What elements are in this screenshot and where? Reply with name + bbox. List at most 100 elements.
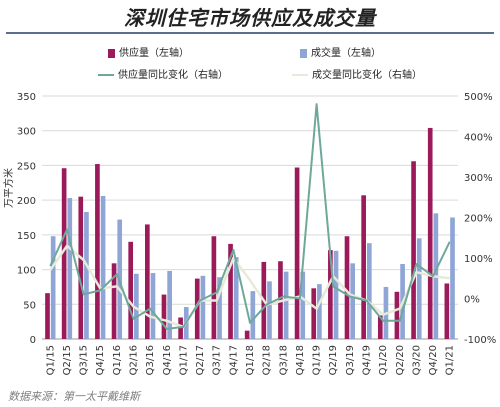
x-tick-label: Q4/19 [361, 345, 372, 375]
supply-bar [161, 294, 167, 339]
x-tick-label: Q1/21 [445, 345, 456, 375]
x-tick-label: Q3/15 [79, 345, 90, 375]
deal-bar [200, 275, 206, 339]
x-tick-label: Q1/19 [312, 345, 323, 375]
deal-bar [217, 277, 222, 339]
deal-bar [333, 250, 339, 339]
supply-bar [228, 243, 233, 339]
supply-bar [344, 236, 350, 339]
x-tick-label: Q1/17 [178, 345, 189, 375]
x-tick-label: Q4/16 [162, 345, 173, 375]
supply-bar [328, 250, 333, 339]
data-source-note: 数据来源：第一太平戴维斯 [8, 390, 140, 403]
x-tick-label: Q3/18 [278, 345, 289, 375]
x-tick-label: Q3/20 [411, 345, 422, 375]
legend-supply-line-swatch [98, 74, 114, 76]
supply-bar [377, 315, 383, 339]
deal-bar [84, 211, 89, 339]
deal-yoy-line [49, 244, 450, 329]
deal-bar [150, 273, 156, 339]
legend-supply-bar: 供应量（左轴） [108, 44, 189, 59]
supply-bar [128, 241, 134, 339]
supply-bar [444, 283, 450, 339]
x-tick-label: Q2/20 [395, 345, 406, 375]
supply-bar [95, 164, 100, 339]
supply-bar [427, 127, 433, 340]
deal-bar [167, 270, 172, 339]
x-tick-label: Q4/20 [428, 345, 439, 375]
x-tick-label: Q2/16 [129, 345, 140, 375]
deal-bar [450, 217, 455, 339]
y-axis-label: 万平方米 [2, 168, 15, 208]
x-tick-label: Q2/17 [195, 345, 206, 375]
x-tick-label: Q1/20 [378, 345, 389, 375]
supply-bar [244, 330, 250, 339]
y-tick-label: 0 [30, 335, 36, 346]
supply-bar [361, 195, 366, 339]
y-tick-label: 300 [17, 127, 36, 138]
deal-bar [100, 195, 106, 339]
supply-bar [211, 236, 217, 339]
x-tick-label: Q2/15 [62, 345, 73, 375]
supply-bar [111, 263, 117, 339]
legend-supply-bar-label: 供应量（左轴） [119, 48, 189, 59]
y-tick-label: 150 [17, 231, 36, 242]
supply-bar [145, 224, 150, 339]
deal-bar [366, 243, 372, 339]
deal-bar [67, 198, 73, 339]
supply-bar [61, 168, 67, 339]
deal-bar [416, 238, 422, 339]
legend-deal-line: 成交量同比变化（右轴） [292, 66, 422, 81]
deal-bar [250, 291, 256, 339]
legend-deal-bar-label: 成交量（左轴） [311, 48, 381, 59]
supply-yoy-line [49, 103, 451, 330]
supply-bar [45, 293, 50, 339]
y2-tick-label: 200% [464, 214, 493, 225]
x-tick-label: Q1/16 [112, 345, 123, 375]
supply-bar [294, 167, 300, 339]
y2-tick-label: 0% [464, 295, 480, 306]
deal-bar [134, 273, 139, 339]
y-tick-label: 350 [17, 92, 36, 103]
legend-supply-line-label: 供应量同比变化（右轴） [118, 70, 228, 81]
title-underline [6, 32, 494, 34]
x-tick-label: Q4/18 [295, 345, 306, 375]
x-tick-label: Q3/16 [145, 345, 156, 375]
legend-supply-bar-swatch [108, 48, 115, 58]
chart-title: 深圳住宅市场供应及成交量 [124, 6, 376, 30]
legend-deal-line-swatch [292, 74, 308, 76]
y-tick-label: 200 [17, 196, 36, 207]
deal-bar [283, 271, 289, 339]
y2-tick-label: 500% [464, 92, 493, 103]
y2-tick-label: 100% [464, 254, 493, 265]
x-tick-label: Q1/15 [45, 345, 56, 375]
deal-bar [317, 284, 322, 339]
deal-bar [350, 263, 355, 339]
x-tick-label: Q3/17 [212, 345, 223, 375]
y-tick-label: 100 [17, 266, 36, 277]
y2-tick-label: 400% [464, 133, 493, 144]
legend-supply-line: 供应量同比变化（右轴） [98, 66, 228, 81]
supply-bar [78, 196, 84, 339]
x-tick-label: Q3/19 [345, 345, 356, 375]
y-tick-label: 50 [23, 300, 36, 311]
legend-deal-line-label: 成交量同比变化（右轴） [312, 70, 422, 81]
supply-bar [311, 288, 317, 339]
deal-bar [267, 281, 272, 339]
y2-tick-label: 300% [464, 173, 493, 184]
supply-bar [411, 161, 416, 339]
supply-bar [394, 291, 400, 339]
supply-bar [194, 278, 200, 339]
legend-deal-bar: 成交量（左轴） [300, 44, 381, 59]
x-tick-label: Q2/19 [328, 345, 339, 375]
x-tick-label: Q2/18 [262, 345, 273, 375]
legend-deal-bar-swatch [300, 48, 307, 58]
y-tick-label: 250 [17, 161, 36, 172]
deal-bar [300, 271, 306, 339]
x-tick-label: Q4/15 [95, 345, 106, 375]
deal-bar [233, 257, 239, 339]
x-tick-label: Q4/17 [228, 345, 239, 375]
y2-tick-label: -100% [464, 335, 496, 346]
